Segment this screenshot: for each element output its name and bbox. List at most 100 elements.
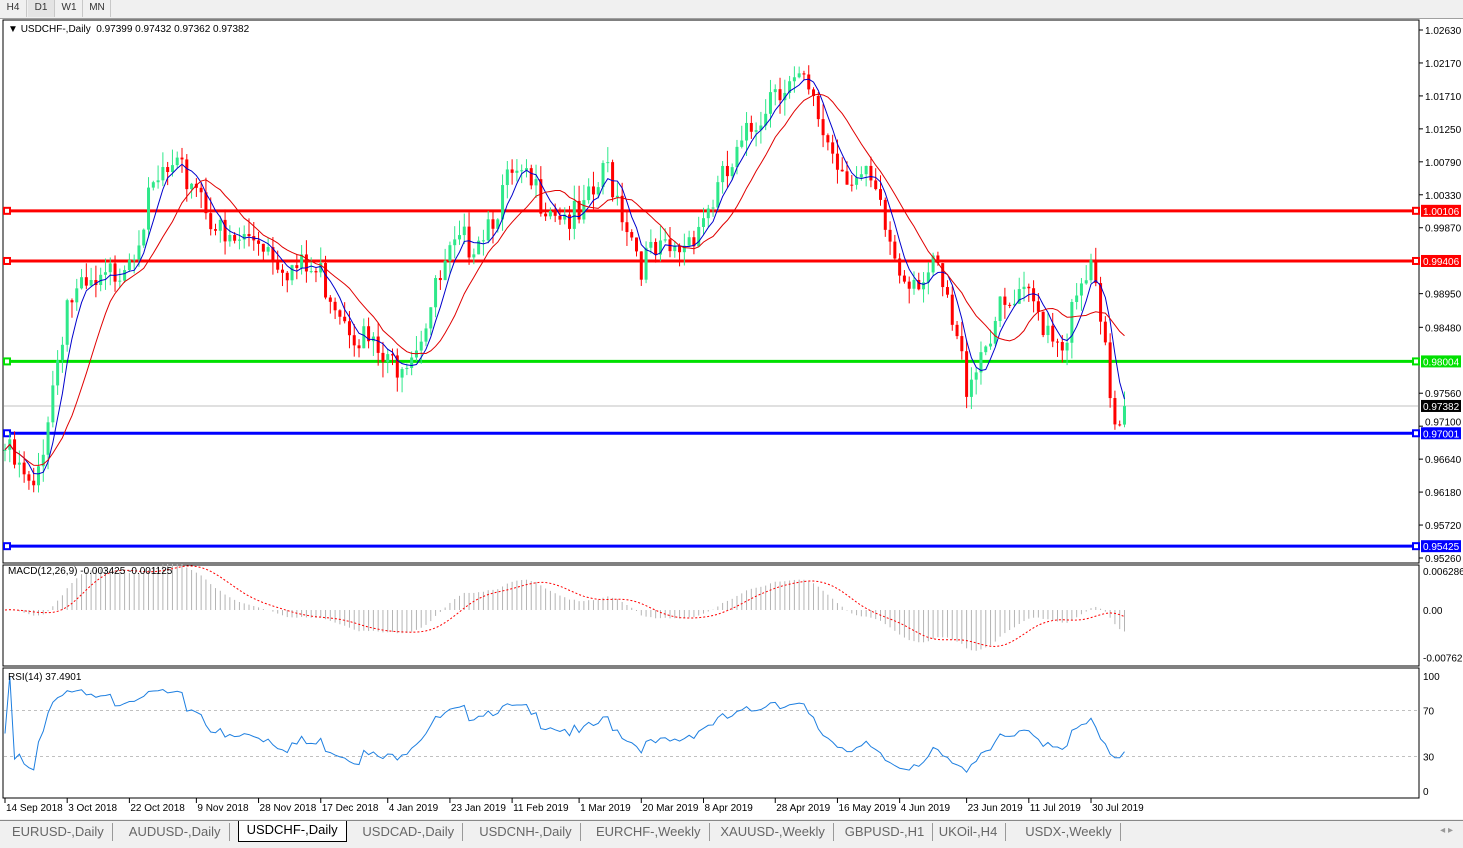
symbol-label: USDCHF-,Daily xyxy=(20,24,91,35)
candle-body xyxy=(572,200,576,229)
timeframe-mn[interactable]: MN xyxy=(84,0,111,17)
chart-tab[interactable]: USDCNH-,Daily xyxy=(471,823,581,841)
level-anchor-handle[interactable] xyxy=(1412,429,1420,438)
candle-body xyxy=(261,243,265,252)
candle-body xyxy=(945,287,949,295)
candle-body xyxy=(27,474,31,481)
chart-tab[interactable]: UKOil-,H4 xyxy=(931,823,1007,841)
candle-body xyxy=(46,422,50,455)
level-anchor-handle[interactable] xyxy=(1412,357,1420,366)
candle-body xyxy=(749,122,753,132)
timeframe-w1[interactable]: W1 xyxy=(56,0,83,17)
candle-body xyxy=(893,241,897,259)
candle-body xyxy=(855,177,859,185)
date-tick-label: 16 May 2019 xyxy=(838,803,896,814)
main-pane-frame xyxy=(2,19,1420,564)
candle-body xyxy=(123,270,127,281)
rsi-pane-frame xyxy=(2,667,1420,799)
timeframe-h4[interactable]: H4 xyxy=(0,0,27,17)
level-anchor-handle[interactable] xyxy=(3,357,11,366)
chart-tab[interactable]: AUDUSD-,Daily xyxy=(121,823,230,841)
price-tick-label: 0.95720 xyxy=(1425,521,1462,532)
candle-body xyxy=(247,234,251,237)
candle-body xyxy=(1070,302,1074,343)
candle-body xyxy=(457,235,461,240)
candle-body xyxy=(754,130,758,132)
chart-tab[interactable]: USDCAD-,Daily xyxy=(354,823,464,841)
level-anchor-handle[interactable] xyxy=(1412,206,1420,215)
candle-body xyxy=(788,81,792,93)
level-anchor-handle[interactable] xyxy=(3,542,11,551)
candle-body xyxy=(280,269,284,273)
rsi-line xyxy=(4,675,1125,774)
candle-body xyxy=(209,213,213,230)
candle-body xyxy=(577,200,581,220)
candle-body xyxy=(984,346,988,353)
candle-body xyxy=(94,280,98,286)
chart-window[interactable] xyxy=(0,19,1463,819)
candle-body xyxy=(883,199,887,230)
candle-body xyxy=(888,229,892,242)
level-anchor-handle[interactable] xyxy=(3,256,11,265)
level-price-badge xyxy=(1421,540,1461,553)
chart-tab[interactable]: USDCHF-,Daily xyxy=(237,821,347,842)
level-anchor-handle[interactable] xyxy=(1412,542,1420,551)
candle-body xyxy=(902,275,906,282)
macd-tick-label: -0.00762 xyxy=(1423,653,1463,664)
candle-body xyxy=(199,187,203,193)
candle-body xyxy=(204,192,208,214)
candle-body xyxy=(587,186,591,201)
candle-body xyxy=(635,237,639,252)
candle-body xyxy=(639,251,643,280)
price-tick-label: 1.00330 xyxy=(1425,191,1462,202)
collapse-triangle-icon[interactable]: ▼ xyxy=(8,24,18,35)
tab-scroll-arrows-icon[interactable]: ◂ ▸ xyxy=(1440,825,1453,836)
candle-body xyxy=(347,321,351,336)
candle-body xyxy=(242,234,246,240)
candle-body xyxy=(1056,341,1060,343)
candle-body xyxy=(1017,289,1021,304)
candle-body xyxy=(1122,405,1126,425)
candle-body xyxy=(32,480,36,486)
chart-tab[interactable]: EURCHF-,Weekly xyxy=(588,823,710,841)
level-anchor-handle[interactable] xyxy=(3,429,11,438)
candle-body xyxy=(333,301,337,311)
candle-body xyxy=(673,245,677,252)
candle-body xyxy=(941,263,945,288)
candle-body xyxy=(644,247,648,280)
level-anchor-handle[interactable] xyxy=(1412,256,1420,265)
level-price-badge xyxy=(1421,204,1461,217)
candle-body xyxy=(127,260,131,271)
candle-body xyxy=(99,274,103,286)
chart-tab[interactable]: USDX-,Weekly xyxy=(1017,823,1121,841)
candle-body xyxy=(802,73,806,75)
candle-body xyxy=(434,278,438,308)
candle-body xyxy=(51,385,55,423)
candle-body xyxy=(108,263,112,273)
macd-label: MACD(12,26,9) -0.003425 -0.001125 xyxy=(8,566,173,577)
date-tick-label: 17 Dec 2018 xyxy=(322,803,379,814)
candle-body xyxy=(156,180,160,183)
candle-body xyxy=(735,146,739,168)
price-tick-label: 0.95260 xyxy=(1425,554,1462,565)
candle-body xyxy=(17,462,21,465)
price-tick-label: 1.01710 xyxy=(1425,92,1462,103)
price-chart[interactable]: 1.02630 1.02170 1.01710 1.01250 1.00790 1.003… xyxy=(0,0,1463,820)
timeframe-d1[interactable]: D1 xyxy=(28,0,55,17)
candle-body xyxy=(979,352,983,373)
candle-body xyxy=(496,219,500,229)
candle-body xyxy=(290,265,294,281)
candle-body xyxy=(1051,325,1055,342)
candle-body xyxy=(419,341,423,351)
candle-body xyxy=(993,320,997,344)
candle-body xyxy=(3,449,7,451)
candle-body xyxy=(309,271,313,273)
chart-tab[interactable]: GBPUSD-,H1 xyxy=(837,823,934,841)
candle-body xyxy=(721,165,725,183)
candle-body xyxy=(864,165,868,175)
candle-body xyxy=(539,179,543,214)
chart-tab[interactable]: XAUUSD-,Weekly xyxy=(712,823,834,841)
chart-tab[interactable]: EURUSD-,Daily xyxy=(4,823,113,841)
level-anchor-handle[interactable] xyxy=(3,206,11,215)
ma-slow-line xyxy=(4,93,1125,466)
